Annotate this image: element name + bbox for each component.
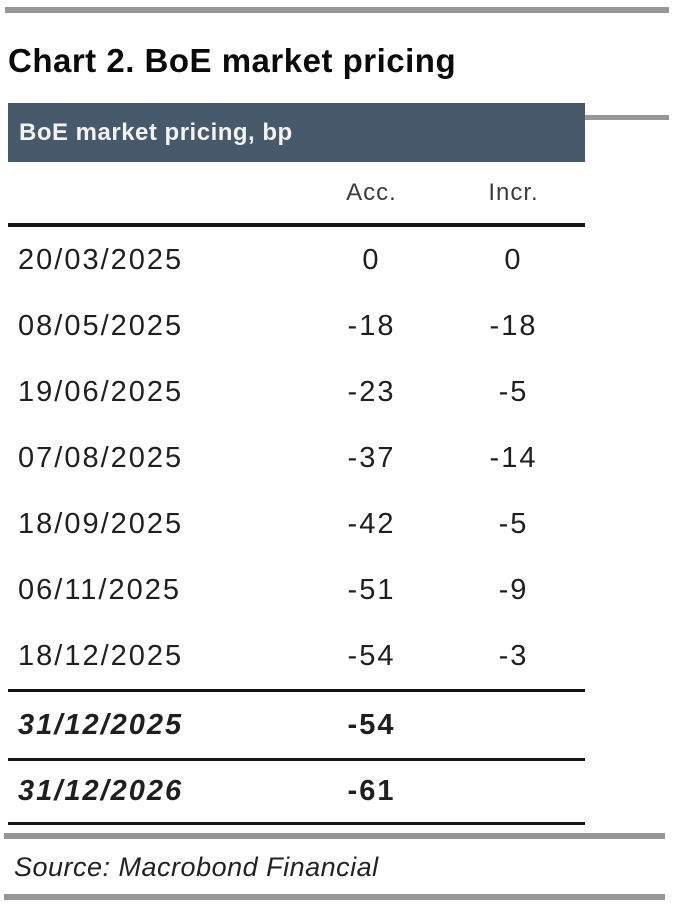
- column-header-incr: Incr.: [488, 178, 539, 206]
- summary-date: 31/12/2026: [18, 775, 184, 807]
- column-header-acc: Acc.: [346, 178, 397, 206]
- row-acc: 0: [362, 243, 381, 276]
- table-row: 18/09/2025 -42 -5: [8, 491, 585, 557]
- row-date: 06/11/2025: [18, 573, 181, 606]
- row-acc: -23: [347, 375, 396, 408]
- table-row: 19/06/2025 -23 -5: [8, 359, 585, 425]
- summary-row-2025: 31/12/2025 -54: [8, 692, 585, 758]
- top-divider: [5, 7, 669, 13]
- table-row: 18/12/2025 -54 -3: [8, 623, 585, 689]
- column-header-row: Acc. Incr.: [8, 162, 585, 227]
- summary-acc: -54: [347, 708, 396, 741]
- source-text: Source: Macrobond Financial: [14, 852, 379, 882]
- table-row: 20/03/2025 0 0: [8, 227, 585, 293]
- right-column-divider: [585, 115, 669, 120]
- row-incr: -5: [498, 375, 529, 408]
- row-date: 18/09/2025: [18, 507, 184, 540]
- row-incr: -3: [498, 639, 529, 672]
- row-acc: -37: [347, 441, 396, 474]
- source-divider-top: [4, 833, 665, 839]
- row-acc: -18: [347, 309, 396, 342]
- table-row: 08/05/2025 -18 -18: [8, 293, 585, 359]
- row-incr: -18: [489, 309, 538, 342]
- row-date: 20/03/2025: [18, 243, 184, 276]
- table-row: 07/08/2025 -37 -14: [8, 425, 585, 491]
- source-divider-bottom: [4, 894, 665, 900]
- row-acc: -42: [347, 507, 396, 540]
- summary-date: 31/12/2025: [18, 708, 184, 741]
- row-acc: -54: [347, 639, 396, 672]
- table-bottom-border: [8, 822, 585, 825]
- summary-row-2026: 31/12/2026 -61: [8, 761, 585, 822]
- summary-divider-mid: [8, 758, 585, 761]
- row-incr: -9: [498, 573, 529, 606]
- row-date: 19/06/2025: [18, 375, 184, 408]
- page-title: Chart 2. BoE market pricing: [8, 42, 457, 79]
- row-incr: -14: [489, 441, 538, 474]
- table-body: 20/03/2025 0 0 08/05/2025 -18 -18 19/06/2025 -2…: [8, 227, 585, 689]
- summary-acc: -61: [347, 775, 396, 807]
- row-incr: -5: [498, 507, 529, 540]
- row-acc: -51: [347, 573, 396, 606]
- table-row: 06/11/2025 -51 -9: [8, 557, 585, 623]
- row-date: 18/12/2025: [18, 639, 184, 672]
- row-incr: 0: [504, 243, 523, 276]
- row-date: 07/08/2025: [18, 441, 184, 474]
- table-header-bar: BoE market pricing, bp: [8, 103, 585, 162]
- summary-divider-top: [8, 689, 585, 692]
- row-date: 08/05/2025: [18, 309, 184, 342]
- pricing-table: BoE market pricing, bp Acc. Incr. 20/03/…: [8, 103, 585, 825]
